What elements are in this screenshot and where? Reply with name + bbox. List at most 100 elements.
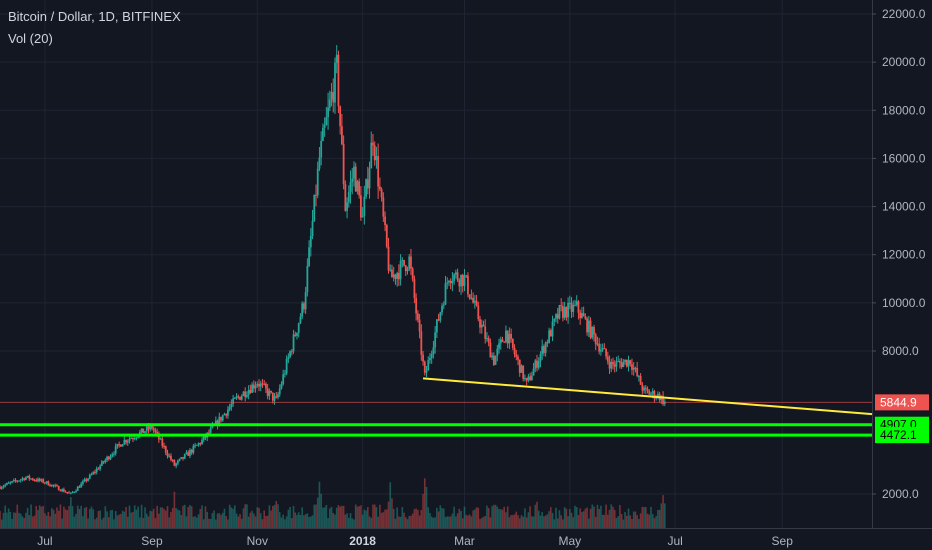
volume-bar bbox=[313, 504, 316, 528]
volume-bar bbox=[211, 512, 214, 528]
volume-bar bbox=[320, 493, 322, 528]
candle-body bbox=[228, 407, 231, 410]
volume-bar bbox=[379, 504, 381, 528]
volume-bar bbox=[104, 506, 107, 528]
candle-body bbox=[339, 106, 342, 127]
candle-body bbox=[527, 376, 530, 381]
candle-body bbox=[484, 326, 487, 339]
volume-bar bbox=[636, 515, 638, 528]
candle-body bbox=[152, 428, 155, 431]
candle-body bbox=[240, 395, 243, 400]
candle-body bbox=[225, 413, 228, 416]
candle-body bbox=[268, 390, 271, 396]
volume-bar bbox=[401, 507, 404, 528]
candle-body bbox=[624, 359, 626, 362]
volume-bar bbox=[444, 517, 447, 528]
candle-body bbox=[66, 492, 69, 494]
volume-bar bbox=[531, 516, 533, 528]
candle-body bbox=[499, 339, 502, 344]
y-tick-label: 16000.0 bbox=[882, 151, 926, 165]
candle-body bbox=[475, 300, 478, 306]
volume-bar bbox=[59, 504, 62, 528]
candle-body bbox=[574, 304, 576, 306]
volume-bar bbox=[565, 508, 568, 528]
volume-bar bbox=[593, 506, 595, 528]
candle-body bbox=[197, 443, 200, 445]
volume-bar bbox=[75, 513, 77, 528]
volume-bar bbox=[329, 508, 331, 528]
candle-body bbox=[356, 181, 359, 192]
volume-bar bbox=[158, 513, 160, 528]
volume-bar bbox=[168, 517, 171, 528]
volume-bar bbox=[277, 504, 279, 528]
candle-body bbox=[318, 157, 321, 169]
volume-bar bbox=[182, 505, 184, 528]
candle-body bbox=[171, 459, 174, 461]
candle-body bbox=[202, 436, 205, 440]
volume-bar bbox=[94, 519, 96, 528]
volume-bar bbox=[242, 508, 245, 528]
candle-body bbox=[47, 481, 50, 486]
volume-bar bbox=[411, 513, 414, 528]
volume-bar bbox=[441, 508, 443, 528]
candle-body bbox=[106, 456, 108, 460]
candle-body bbox=[173, 460, 176, 466]
candle-body bbox=[397, 273, 400, 280]
candle-body bbox=[107, 456, 110, 460]
candle-body bbox=[562, 306, 564, 318]
candle-body bbox=[119, 444, 122, 447]
volume-bar bbox=[303, 515, 305, 528]
candle-body bbox=[194, 445, 197, 447]
candle-body bbox=[271, 392, 274, 401]
candle-body bbox=[114, 446, 117, 454]
candle-body bbox=[365, 179, 367, 197]
candle-body bbox=[64, 491, 67, 493]
candle-body bbox=[81, 481, 84, 484]
volume-bar bbox=[505, 512, 507, 528]
volume-bar bbox=[109, 510, 112, 528]
candle-body bbox=[83, 479, 86, 482]
candle-body bbox=[492, 355, 495, 365]
volume-bar bbox=[154, 518, 157, 528]
candle-body bbox=[149, 425, 152, 430]
volume-bar bbox=[570, 512, 573, 528]
candle-body bbox=[534, 360, 537, 369]
volume-bar bbox=[30, 504, 32, 528]
candle-body bbox=[31, 478, 34, 480]
volume-bar bbox=[442, 508, 445, 528]
candle-body bbox=[102, 461, 105, 463]
volume-bar bbox=[315, 504, 317, 528]
volume-bar bbox=[125, 507, 127, 528]
volume-bar bbox=[44, 513, 46, 528]
candle-body bbox=[100, 461, 103, 466]
volume-bar bbox=[655, 516, 657, 528]
volume-bar bbox=[513, 514, 516, 528]
volume-bar bbox=[653, 518, 656, 528]
volume-bar bbox=[337, 505, 340, 528]
trendline bbox=[422, 377, 873, 416]
candle-body bbox=[399, 260, 402, 280]
volume-bar bbox=[187, 506, 190, 528]
candle-body bbox=[0, 486, 1, 489]
candle-body bbox=[208, 432, 210, 434]
volume-bar bbox=[463, 506, 466, 528]
candle-body bbox=[498, 343, 500, 349]
volume-bar bbox=[601, 514, 604, 528]
volume-bar bbox=[135, 509, 138, 528]
candle-body bbox=[634, 367, 637, 369]
candle-body bbox=[170, 455, 172, 460]
volume-bar bbox=[562, 519, 564, 528]
volume-bar bbox=[0, 519, 3, 528]
volume-bar bbox=[139, 517, 141, 528]
candle-body bbox=[246, 395, 248, 397]
volume-bar bbox=[598, 508, 600, 528]
candle-body bbox=[313, 194, 316, 221]
volume-bar bbox=[225, 516, 228, 528]
volume-bar bbox=[142, 518, 145, 528]
candle-body bbox=[560, 305, 563, 307]
candle-body bbox=[247, 389, 250, 396]
candle-body bbox=[306, 265, 309, 293]
y-tick-label: 8000.0 bbox=[882, 344, 919, 358]
candle-body bbox=[40, 479, 43, 481]
